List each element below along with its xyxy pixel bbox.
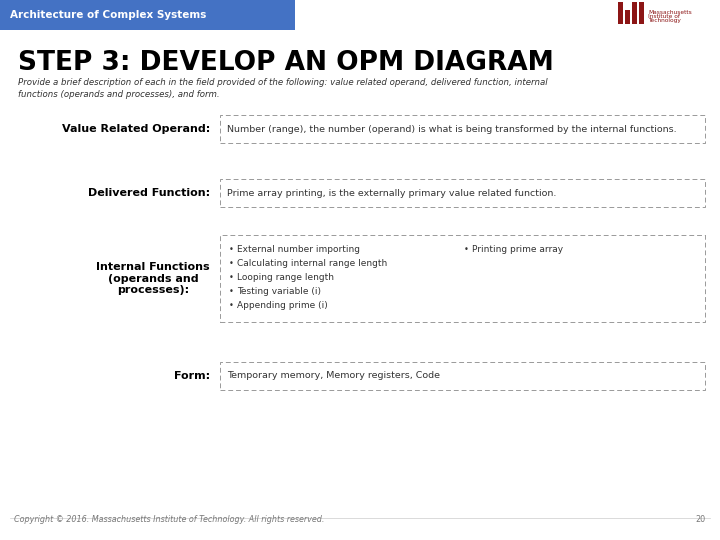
- Bar: [639, 2, 644, 24]
- Bar: [220, 362, 705, 390]
- Bar: [632, 2, 637, 24]
- Text: External number importing: External number importing: [237, 245, 360, 254]
- Text: Form:: Form:: [174, 371, 210, 381]
- Text: •: •: [229, 273, 234, 282]
- Text: •: •: [229, 259, 234, 268]
- Text: Internal Functions
(operands and
processes):: Internal Functions (operands and process…: [96, 262, 210, 295]
- Text: STEP 3: DEVELOP AN OPM DIAGRAM: STEP 3: DEVELOP AN OPM DIAGRAM: [18, 50, 554, 76]
- Text: 20: 20: [696, 515, 706, 524]
- Text: Technology: Technology: [648, 18, 681, 23]
- Text: Testing variable (i): Testing variable (i): [237, 287, 321, 296]
- Bar: [220, 235, 705, 322]
- Text: Architecture of Complex Systems: Architecture of Complex Systems: [10, 10, 207, 20]
- Text: Provide a brief description of each in the field provided of the following: valu: Provide a brief description of each in t…: [18, 78, 548, 99]
- Text: Copyright © 2016. Massachusetts Institute of Technology. All rights reserved.: Copyright © 2016. Massachusetts Institut…: [14, 515, 325, 524]
- Text: Calculating internal range length: Calculating internal range length: [237, 259, 387, 268]
- Text: •: •: [229, 301, 234, 310]
- Text: Delivered Function:: Delivered Function:: [88, 188, 210, 198]
- Text: Institute of: Institute of: [648, 14, 680, 19]
- Text: Value Related Operand:: Value Related Operand:: [62, 124, 210, 134]
- Bar: [220, 115, 705, 143]
- Bar: [618, 2, 623, 24]
- Text: Appending prime (i): Appending prime (i): [237, 301, 328, 310]
- Text: Number (range), the number (operand) is what is being transformed by the interna: Number (range), the number (operand) is …: [227, 125, 677, 133]
- Text: Printing prime array: Printing prime array: [472, 245, 563, 254]
- Text: •: •: [229, 287, 234, 296]
- Text: •: •: [464, 245, 469, 254]
- Bar: [0, 0, 295, 30]
- Text: Looping range length: Looping range length: [237, 273, 334, 282]
- Text: Massachusetts: Massachusetts: [648, 10, 692, 15]
- Bar: [220, 179, 705, 207]
- Text: Temporary memory, Memory registers, Code: Temporary memory, Memory registers, Code: [227, 372, 440, 381]
- Text: •: •: [229, 245, 234, 254]
- Text: Prime array printing, is the externally primary value related function.: Prime array printing, is the externally …: [227, 188, 557, 198]
- Bar: [625, 10, 630, 24]
